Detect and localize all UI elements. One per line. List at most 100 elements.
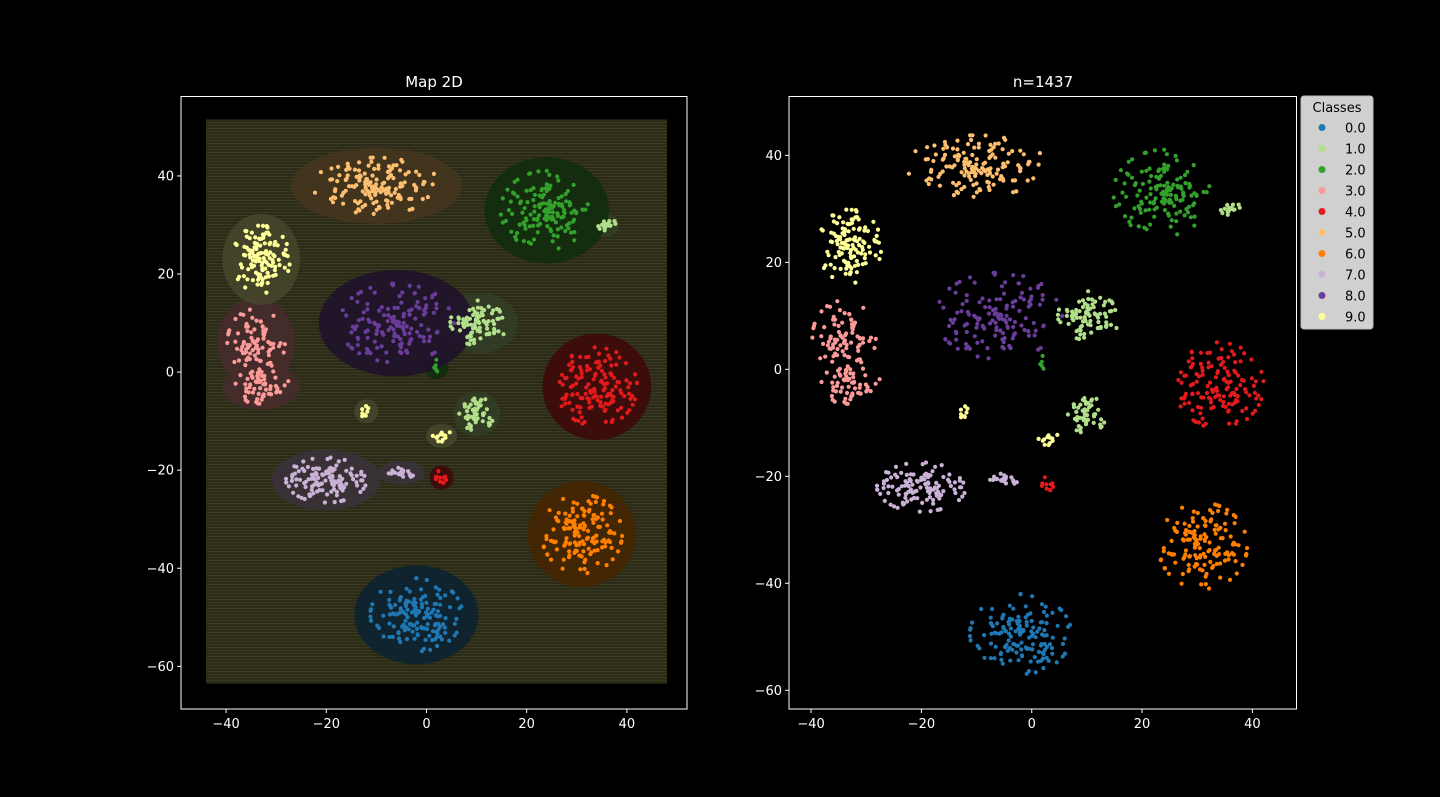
point-class-4.0 xyxy=(1188,365,1193,370)
point-class-3.0 xyxy=(240,344,245,349)
point-class-9.0 xyxy=(241,274,246,279)
point-class-6.0 xyxy=(572,525,577,530)
point-class-3.0 xyxy=(832,399,837,404)
point-class-1.0 xyxy=(475,313,480,318)
point-class-9.0 xyxy=(270,258,275,263)
point-class-2.0 xyxy=(1166,213,1171,218)
point-class-9.0 xyxy=(250,278,255,283)
point-class-0.0 xyxy=(1021,628,1026,634)
point-class-9.0 xyxy=(245,277,250,282)
point-class-4.0 xyxy=(1226,385,1231,390)
point-class-7.0 xyxy=(998,478,1004,483)
point-class-2.0 xyxy=(563,192,568,197)
point-class-7.0 xyxy=(905,499,910,504)
point-class-6.0 xyxy=(600,517,605,522)
point-class-7.0 xyxy=(953,490,958,496)
point-class-2.0 xyxy=(536,213,542,218)
point-class-7.0 xyxy=(890,484,895,489)
legend-item-1.0: 1.0 xyxy=(1318,143,1366,158)
point-class-7.0 xyxy=(294,483,299,488)
point-class-7.0 xyxy=(301,459,306,464)
point-class-1.0 xyxy=(1085,311,1090,316)
point-class-4.0 xyxy=(582,420,587,425)
point-class-9.0 xyxy=(260,223,266,228)
x-tick-label: 20 xyxy=(518,717,535,732)
point-class-8.0 xyxy=(1019,290,1025,295)
point-class-4.0 xyxy=(1215,370,1220,376)
point-class-9.0 xyxy=(826,253,831,258)
point-class-6.0 xyxy=(570,506,575,511)
point-class-6.0 xyxy=(1201,516,1206,521)
point-class-4.0 xyxy=(613,384,619,389)
point-class-3.0 xyxy=(259,397,264,402)
point-class-7.0 xyxy=(930,469,935,474)
point-class-8.0 xyxy=(365,307,370,312)
point-class-6.0 xyxy=(1207,540,1212,545)
point-class-6.0 xyxy=(582,523,588,529)
point-class-0.0 xyxy=(438,595,443,601)
point-class-8.0 xyxy=(1026,329,1031,334)
point-class-9.0 xyxy=(1036,436,1041,441)
point-class-1.0 xyxy=(489,311,495,316)
point-class-5.0 xyxy=(396,192,401,198)
point-class-3.0 xyxy=(838,343,843,348)
point-class-9.0 xyxy=(835,221,840,226)
point-class-5.0 xyxy=(398,181,403,186)
point-class-5.0 xyxy=(965,142,971,147)
point-class-2.0 xyxy=(541,201,546,206)
point-class-0.0 xyxy=(413,608,418,614)
point-class-5.0 xyxy=(985,179,990,184)
point-class-7.0 xyxy=(300,466,305,471)
point-class-7.0 xyxy=(330,481,335,487)
point-class-2.0 xyxy=(1192,201,1197,206)
point-class-0.0 xyxy=(416,609,421,615)
point-class-3.0 xyxy=(249,374,255,379)
point-class-6.0 xyxy=(585,535,591,540)
point-class-1.0 xyxy=(1086,289,1091,294)
point-class-1.0 xyxy=(1087,405,1092,410)
point-class-5.0 xyxy=(964,156,969,161)
point-class-2.0 xyxy=(536,223,541,228)
point-class-3.0 xyxy=(249,330,254,335)
point-class-0.0 xyxy=(1041,609,1047,615)
point-class-9.0 xyxy=(835,242,840,247)
point-class-9.0 xyxy=(832,266,837,271)
point-class-4.0 xyxy=(610,388,615,393)
point-class-6.0 xyxy=(560,566,565,571)
point-class-1.0 xyxy=(1104,314,1109,319)
point-class-2.0 xyxy=(1194,193,1199,198)
point-class-3.0 xyxy=(258,386,263,391)
point-class-1.0 xyxy=(484,407,489,412)
point-class-2.0 xyxy=(512,191,517,196)
point-class-1.0 xyxy=(496,307,502,312)
point-class-6.0 xyxy=(595,561,600,566)
legend-item-7.0: 7.0 xyxy=(1318,269,1366,284)
point-class-3.0 xyxy=(873,381,878,386)
point-class-7.0 xyxy=(994,476,1000,482)
point-class-1.0 xyxy=(473,325,478,331)
point-class-2.0 xyxy=(537,205,542,210)
point-class-6.0 xyxy=(553,515,559,520)
point-class-2.0 xyxy=(542,216,547,221)
point-class-5.0 xyxy=(384,198,389,203)
point-class-8.0 xyxy=(957,279,962,284)
point-class-4.0 xyxy=(603,375,608,380)
point-class-4.0 xyxy=(1254,396,1259,401)
legend-item-4.0: 4.0 xyxy=(1318,206,1366,221)
point-class-7.0 xyxy=(284,480,289,485)
y-tick-label: 40 xyxy=(157,169,174,184)
point-class-0.0 xyxy=(424,626,430,632)
point-class-3.0 xyxy=(271,345,276,350)
point-class-9.0 xyxy=(846,260,851,265)
point-class-3.0 xyxy=(267,361,272,366)
point-class-1.0 xyxy=(1089,297,1095,302)
point-class-9.0 xyxy=(1045,435,1050,440)
point-class-3.0 xyxy=(847,355,852,360)
point-class-2.0 xyxy=(506,208,511,213)
point-class-3.0 xyxy=(851,375,856,380)
point-class-0.0 xyxy=(390,634,395,640)
point-class-9.0 xyxy=(256,223,261,228)
point-class-3.0 xyxy=(252,327,257,332)
point-class-0.0 xyxy=(1050,610,1055,616)
point-class-5.0 xyxy=(1031,176,1036,181)
